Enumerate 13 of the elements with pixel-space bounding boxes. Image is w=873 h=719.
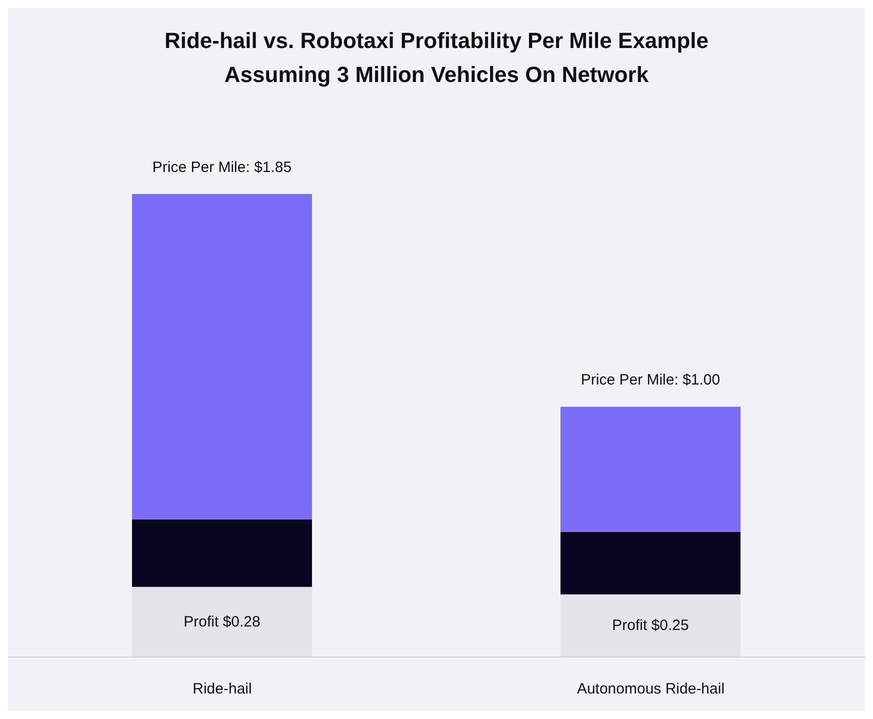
bar xyxy=(560,406,740,532)
total-label: Price Per Mile: $1.85 xyxy=(152,159,292,176)
bar xyxy=(132,194,312,520)
x-tick-label: Autonomous Ride-hail xyxy=(576,680,725,698)
x-tick-label: Ride-hail xyxy=(192,680,252,698)
bar xyxy=(132,586,312,657)
bar xyxy=(132,519,312,587)
chart-title: Ride-hail vs. Robotaxi Profitability Per Mile Example Assuming 3 Million Vehicles On Network xyxy=(163,27,710,89)
bar xyxy=(560,532,740,594)
data-label: Profit $0.28 xyxy=(184,613,260,630)
bar xyxy=(560,594,740,657)
data-label: Profit $0.25 xyxy=(612,617,689,634)
total-label: Price Per Mile: $1.00 xyxy=(580,372,720,389)
